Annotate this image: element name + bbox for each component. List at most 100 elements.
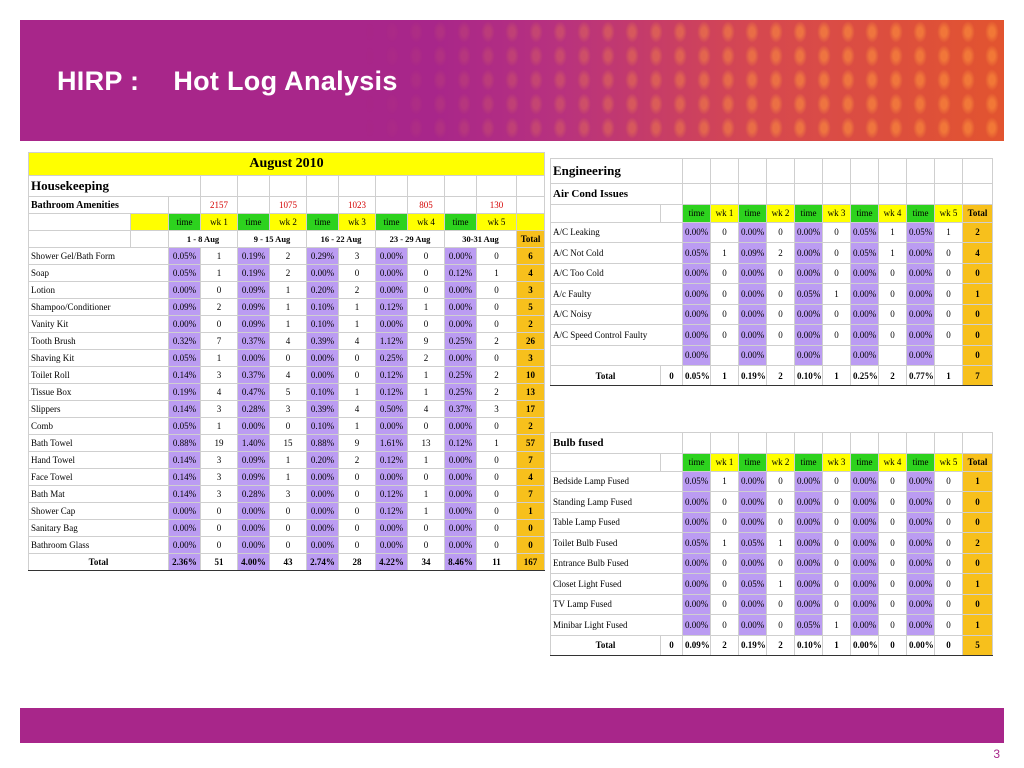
row-label: Hand Towel	[28, 451, 169, 469]
table-cell	[822, 183, 851, 205]
table-cell: 1	[269, 298, 307, 316]
row-label: A/C Not Cold	[550, 242, 683, 264]
row-total: 1	[962, 573, 994, 595]
table-cell: 0.05%	[168, 417, 201, 435]
table-cell: 0	[407, 315, 445, 333]
table-cell	[878, 344, 907, 366]
table-row: Tooth Brush 0.32% 7 0.37% 4 0.39% 4 1.12% 9 0.25%…	[28, 332, 546, 350]
column-header: time	[794, 204, 823, 223]
table-cell: 0	[766, 262, 795, 284]
table-cell: 0.00%	[444, 502, 477, 520]
table-cell: 0	[934, 634, 964, 656]
table-cell: 0.00%	[906, 634, 936, 656]
table-cell: 15	[269, 434, 307, 452]
table-cell: 0.05%	[682, 242, 711, 264]
table-cell: 0.10%	[306, 298, 339, 316]
column-header: time	[168, 213, 201, 231]
table-cell: 0.14%	[168, 468, 201, 486]
row-label: A/C Leaking	[550, 221, 683, 243]
row-total: 2	[515, 315, 546, 333]
grand-total: 7	[962, 365, 993, 386]
table-cell: 0.00%	[738, 491, 768, 513]
table-cell: 0.00%	[906, 303, 935, 325]
table-cell: 9	[407, 332, 445, 350]
table-cell: 0	[338, 349, 376, 367]
table-cell: 1	[766, 532, 796, 554]
row-total: 0	[962, 324, 993, 346]
table-cell: 0	[269, 536, 307, 554]
table-cell: 0.00%	[850, 283, 879, 305]
row-total: 2	[962, 532, 994, 554]
table-cell: 0.00%	[906, 324, 935, 346]
table-cell: 0.12%	[375, 298, 408, 316]
table-cell	[794, 183, 823, 205]
table-cell	[682, 183, 711, 205]
table-cell: 0.00%	[850, 552, 880, 574]
table-cell: 0.28%	[237, 400, 270, 418]
table-row: Bath Mat 0.14% 3 0.28% 3 0.00% 0 0.12% 1 0.00% 0 7	[28, 485, 546, 503]
row-total: 1	[962, 614, 994, 636]
row-total: 0	[962, 303, 993, 325]
total-header: Total	[962, 204, 993, 223]
table-cell: 2	[269, 264, 307, 282]
column-header: time	[850, 204, 879, 223]
table-cell: 4	[338, 400, 376, 418]
table-cell: 0.47%	[237, 383, 270, 401]
table-row: Shower Gel/Bath Form 0.05% 1 0.19% 2 0.29% 3 0.…	[28, 247, 546, 265]
table-cell: 2	[766, 242, 795, 264]
table-cell: 0	[710, 593, 740, 615]
table-cell: 1	[934, 221, 963, 243]
section-row: Engineering	[550, 158, 993, 184]
row-label: Shaving Kit	[28, 349, 169, 367]
table-cell: 0.00%	[906, 283, 935, 305]
table-cell: 0.00%	[794, 552, 824, 574]
table-cell: 4.00%	[237, 553, 270, 571]
column-header: time	[906, 453, 936, 472]
table-cell: 1	[476, 434, 517, 452]
table-cell: 0.10%	[794, 365, 823, 386]
row-total: 7	[515, 451, 546, 469]
table-cell: 0	[338, 264, 376, 282]
table-cell: 0	[200, 315, 238, 333]
table-cell: 0	[200, 281, 238, 299]
table-cell: 0.00%	[906, 552, 936, 574]
table-cell: 0.12%	[375, 451, 408, 469]
table-cell: 0	[338, 536, 376, 554]
table-cell	[906, 432, 936, 454]
table-cell: 0	[710, 283, 739, 305]
table-cell: 3	[200, 485, 238, 503]
table-cell: 0	[766, 614, 796, 636]
table-cell: 0.09%	[237, 468, 270, 486]
table-cell	[306, 196, 339, 214]
table-cell: 0.10%	[794, 634, 824, 656]
row-label: Bath Mat	[28, 485, 169, 503]
table-cell: 0.00%	[168, 315, 201, 333]
table-cell: 0.05%	[682, 470, 712, 492]
table-cell: 0.00%	[168, 519, 201, 537]
table-cell: 1	[407, 502, 445, 520]
table-cell: 0.00%	[850, 491, 880, 513]
table-cell: 0.12%	[375, 366, 408, 384]
table-cell: 0	[407, 264, 445, 282]
grand-total: 5	[962, 634, 994, 656]
table-cell: 0.25%	[375, 349, 408, 367]
table-cell: 2	[338, 451, 376, 469]
table-cell: 1	[269, 468, 307, 486]
month-title: August 2010	[27, 152, 546, 176]
row-total: 2	[515, 417, 546, 435]
table-cell: 0.00%	[794, 303, 823, 325]
table-cell: 0.00%	[237, 417, 270, 435]
table-cell: 0.00%	[168, 502, 201, 520]
table-cell: 0	[269, 519, 307, 537]
table-cell: 0.00%	[794, 573, 824, 595]
row-label: TV Lamp Fused	[549, 593, 684, 615]
table-cell: 3	[338, 247, 376, 265]
table-cell	[738, 158, 767, 184]
table-cell: 0.09%	[237, 281, 270, 299]
table-cell: 0	[878, 491, 908, 513]
table-cell: 0	[878, 511, 908, 533]
table-cell	[200, 175, 238, 197]
table-cell: 0	[200, 536, 238, 554]
table-cell: 0	[822, 511, 852, 533]
column-header: wk 3	[822, 204, 851, 223]
